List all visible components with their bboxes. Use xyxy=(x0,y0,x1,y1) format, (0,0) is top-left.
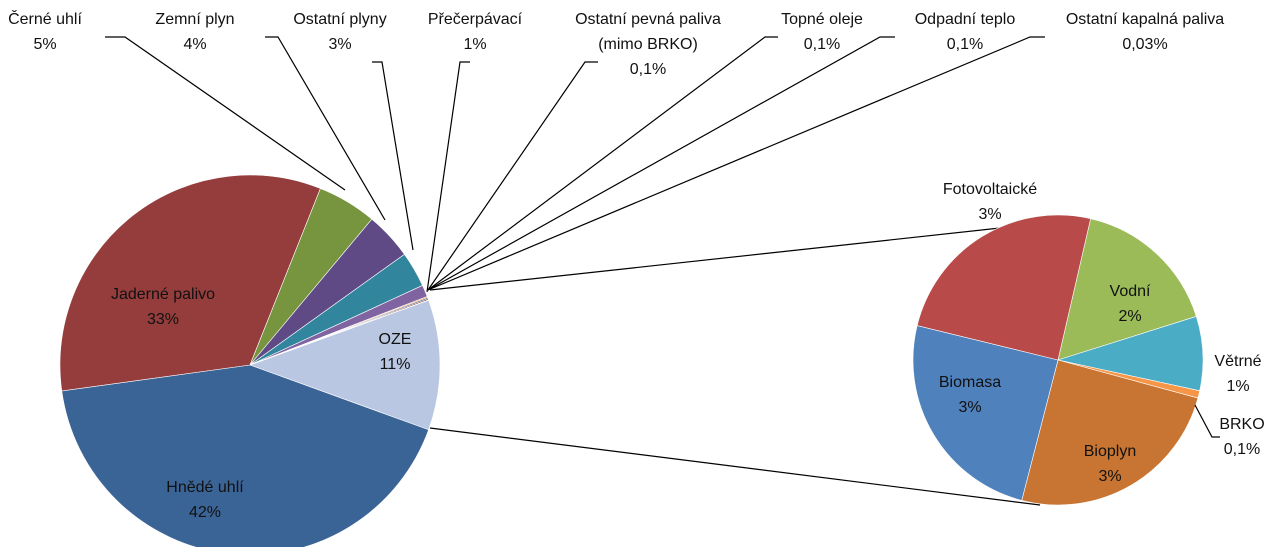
connector-line xyxy=(429,227,1001,291)
pie-slice xyxy=(916,214,1091,361)
pie-slice xyxy=(249,299,430,366)
slice-value-label: 11% xyxy=(380,356,411,373)
slice-label: Jaderné palivo xyxy=(111,286,215,303)
slice-label: Topné oleje xyxy=(781,11,863,28)
pie-slice xyxy=(59,174,321,392)
slice-label: Ostatní kapalná paliva xyxy=(1066,11,1224,28)
slice-label: Přečerpávací xyxy=(428,11,523,28)
slice-label: Černé uhlí xyxy=(8,9,82,28)
leader-line xyxy=(427,36,895,291)
slice-label: Bioplyn xyxy=(1084,443,1136,460)
slice-label: BRKO xyxy=(1219,416,1264,433)
slice-value-label: 0,1% xyxy=(947,36,983,53)
slice-label: Ostatní plyny xyxy=(293,11,386,28)
leader-line xyxy=(372,61,414,251)
pie-slice xyxy=(912,325,1059,501)
pie-slice xyxy=(61,364,430,547)
slice-label: Biomasa xyxy=(939,374,1001,391)
slice-label: Odpadní teplo xyxy=(915,11,1016,28)
leader-line xyxy=(427,36,778,291)
slice-value-label: 1% xyxy=(463,36,486,53)
slice-label: Fotovoltaické xyxy=(943,181,1037,198)
slice-value-label: 3% xyxy=(1098,468,1121,485)
slice-value-label: 3% xyxy=(958,399,981,416)
slice-value-label: 3% xyxy=(978,206,1001,223)
slice-label: OZE xyxy=(379,331,412,348)
slice-value-label: 5% xyxy=(33,36,56,53)
slice-value-label: 0,1% xyxy=(804,36,840,53)
slice-value-label: 0,03% xyxy=(1122,36,1167,53)
leader-line xyxy=(427,61,598,291)
connector-line xyxy=(429,427,1041,506)
slice-value-label: 2% xyxy=(1118,308,1141,325)
slice-label: Zemní plyn xyxy=(155,11,234,28)
pie-slice xyxy=(1021,359,1199,506)
slice-label: Ostatní pevná paliva (mimo BRKO) xyxy=(575,11,721,53)
pie-slice xyxy=(249,299,441,431)
slice-value-label: 42% xyxy=(189,504,221,521)
slice-value-label: 4% xyxy=(183,36,206,53)
slice-value-label: 1% xyxy=(1226,378,1249,395)
slice-value-label: 0,1% xyxy=(630,61,666,78)
leader-line xyxy=(1194,404,1220,438)
leader-line xyxy=(265,36,386,221)
slice-value-label: 0,1% xyxy=(1224,441,1260,458)
leader-line xyxy=(427,36,1045,291)
slice-label: Vodní xyxy=(1110,283,1151,300)
pie-slice xyxy=(1057,218,1197,361)
leader-line xyxy=(105,36,346,191)
slice-label: Hnědé uhlí xyxy=(166,479,244,496)
slice-label: Větrné xyxy=(1214,353,1261,370)
slice-value-label: 3% xyxy=(328,36,351,53)
leader-line xyxy=(426,61,470,293)
slice-value-label: 33% xyxy=(147,311,179,328)
